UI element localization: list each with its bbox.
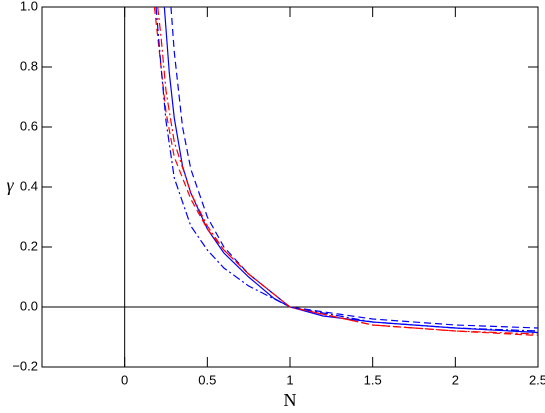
x-axis-title: N <box>284 390 297 410</box>
x-tick-label: 1.5 <box>364 372 382 387</box>
x-tick-label: 1 <box>286 372 293 387</box>
line-series <box>157 7 538 335</box>
y-tick-label: 0.2 <box>20 238 38 253</box>
line-series <box>155 7 538 332</box>
line-series <box>163 7 538 334</box>
y-tick-label: −0.2 <box>12 358 38 373</box>
x-tick-label: 2.5 <box>529 372 545 387</box>
y-tick-label: 0.4 <box>20 178 38 193</box>
y-tick-label: 0.6 <box>20 118 38 133</box>
y-axis-title: γ <box>6 175 14 195</box>
line-series <box>153 7 538 337</box>
y-tick-label: 1.0 <box>20 0 38 13</box>
x-tick-label: 0 <box>121 372 128 387</box>
y-tick-label: 0.0 <box>20 298 38 313</box>
y-tick-label: 0.8 <box>20 58 38 73</box>
plot-frame <box>41 6 539 368</box>
x-tick-label: 2 <box>452 372 459 387</box>
line-series <box>170 7 538 329</box>
x-tick-label: 0.5 <box>198 372 216 387</box>
